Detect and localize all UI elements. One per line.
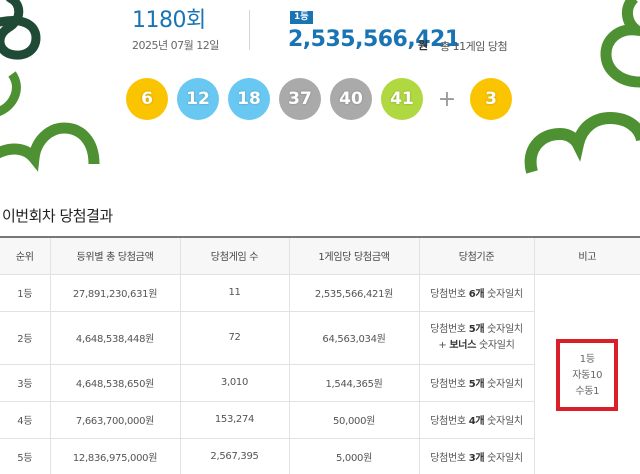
rank-cell: 5등 [0,437,51,474]
table-row: 4등 7,663,700,000원 153,274 50,000원 당첨번호 4… [0,400,640,439]
criteria-text: 숫자일치 [484,379,523,390]
criteria-cell: 당첨번호 3개 숫자일치 [418,437,535,474]
column-header-rank: 순위 [0,236,51,275]
criteria-count: 5개 [468,323,485,335]
section-title: 이번회차 당첨결과 [2,207,113,225]
criteria-text: 당첨번호 [430,323,469,335]
criteria-text: + [438,339,450,351]
criteria-bonus: 보너스 [449,339,477,351]
criteria-text: 숫자일치 [484,416,523,427]
column-header-criteria: 당첨기준 [418,236,535,275]
per-game-amount-cell: 64,563,034원 [288,310,420,365]
rank-cell: 2등 [0,310,51,365]
decorative-swirl-left-icon [0,0,100,172]
column-header-remark: 비고 [533,236,640,275]
table-row: 2등 4,648,538,448원 72 64,563,034원 당첨번호 5개… [0,310,640,365]
rank-cell: 3등 [0,363,51,402]
first-prize-winners: 총 11게임 당첨 [440,40,508,53]
winning-games-cell: 2,567,395 [179,437,290,474]
first-prize-amount: 2,535,566,421 [288,27,460,52]
draw-number: 1180회 [132,8,206,34]
table-row: 1등 27,891,230,631원 11 2,535,566,421원 당첨번… [0,273,640,474]
per-game-amount-cell: 50,000원 [288,400,420,439]
table-header-row: 순위 등위별 총 당첨금액 당첨게임 수 1게임당 당첨금액 당첨기준 비고 [0,236,640,275]
criteria-cell: 당첨번호 5개 숫자일치 + 보너스 숫자일치 [418,310,535,365]
header-divider [249,10,250,50]
winning-games-cell: 153,274 [179,400,290,439]
criteria-text: 숫자일치 [484,289,523,300]
criteria-count: 4개 [468,416,485,427]
column-header-per-game: 1게임당 당첨금액 [288,236,420,275]
column-header-total: 등위별 총 당첨금액 [49,236,181,275]
plus-icon: + [437,86,457,112]
criteria-text: 당첨번호 [430,289,469,300]
per-game-amount-cell: 5,000원 [288,437,420,474]
total-amount-cell: 4,648,538,448원 [49,310,181,365]
criteria-count: 6개 [468,289,485,300]
draw-date: 2025년 07월 12일 [132,39,219,52]
rank-cell: 4등 [0,400,51,439]
per-game-amount-cell: 2,535,566,421원 [288,273,420,312]
remark-cell: 1등 자동10 수동1 [533,273,640,474]
bonus-number-ball: 3 [470,78,512,120]
criteria-cell: 당첨번호 5개 숫자일치 [418,363,535,402]
first-prize-unit: 원 [418,39,429,52]
draw-summary-banner: 1180회 2025년 07월 12일 1등 2,535,566,421 원 총… [0,0,640,190]
winning-numbers: 6 12 18 37 40 41 + 3 [126,78,521,120]
criteria-text: 숫자일치 [484,323,523,335]
criteria-text: 숫자일치 [476,339,515,351]
winning-games-cell: 72 [179,310,290,365]
total-amount-cell: 12,836,975,000원 [49,437,181,474]
remark-manual-count: 수동1 [575,385,600,397]
criteria-text: 당첨번호 [430,416,469,427]
criteria-count: 3개 [468,453,485,464]
criteria-cell: 당첨번호 4개 숫자일치 [418,400,535,439]
number-ball: 37 [279,78,321,120]
number-ball: 6 [126,78,168,120]
total-amount-cell: 4,648,538,650원 [49,363,181,402]
remark-auto-count: 자동10 [572,369,603,381]
criteria-text: 당첨번호 [430,379,469,390]
criteria-text: 당첨번호 [430,453,469,464]
first-prize-badge: 1등 [290,11,313,24]
per-game-amount-cell: 1,544,365원 [288,363,420,402]
decorative-cloud-right-icon [524,0,640,174]
total-amount-cell: 7,663,700,000원 [49,400,181,439]
total-amount-cell: 27,891,230,631원 [49,273,181,312]
draw-number-value: 1180 [132,8,187,33]
number-ball: 40 [330,78,372,120]
table-row: 3등 4,648,538,650원 3,010 1,544,365원 당첨번호 … [0,363,640,402]
criteria-count: 5개 [468,379,485,390]
criteria-text: 숫자일치 [484,453,523,464]
winning-games-cell: 11 [179,273,290,312]
table-row: 5등 12,836,975,000원 2,567,395 5,000원 당첨번호… [0,437,640,474]
criteria-cell: 당첨번호 6개 숫자일치 [418,273,535,312]
remark-rank: 1등 [579,353,595,365]
column-header-games: 당첨게임 수 [179,236,290,275]
remark-highlight-box: 1등 자동10 수동1 [556,338,619,411]
rank-cell: 1등 [0,273,51,312]
number-ball: 41 [381,78,423,120]
winning-games-cell: 3,010 [179,363,290,402]
draw-number-suffix: 회 [186,8,206,33]
number-ball: 12 [177,78,219,120]
results-table: 순위 등위별 총 당첨금액 당첨게임 수 1게임당 당첨금액 당첨기준 비고 1… [0,236,640,474]
number-ball: 18 [228,78,270,120]
